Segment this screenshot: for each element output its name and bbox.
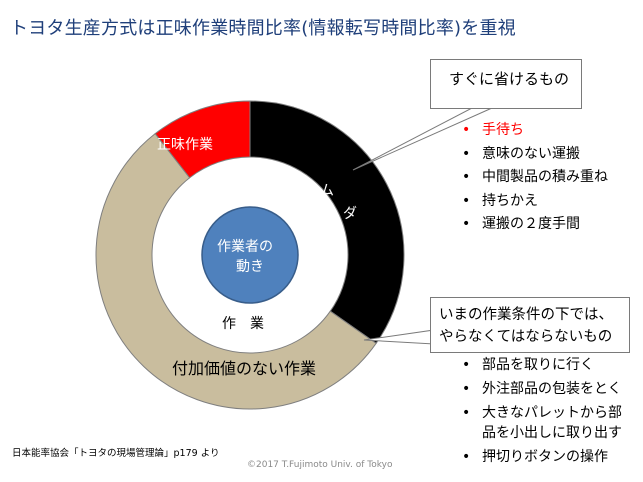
list-item: 大きなパレットから部 品を小出しに取り出す bbox=[456, 403, 622, 443]
list-item: 運搬の２度手間 bbox=[456, 214, 608, 238]
callout-waste-box: すぐに省けるもの bbox=[430, 59, 582, 109]
callout-waste-title: すぐに省けるもの bbox=[449, 70, 570, 88]
work-label: 作 業 bbox=[222, 316, 264, 332]
list-item: 意味のない運搬 bbox=[456, 144, 608, 168]
waste-list: 手待ち 意味のない運搬 中間製品の積み重ね 持ちかえ 運搬の２度手間 bbox=[456, 120, 608, 238]
list-item: 押切りボタンの操作 bbox=[456, 447, 622, 467]
callout-nonvalue-title-line2: やらなくてはならないもの bbox=[439, 329, 613, 345]
list-item: 外注部品の包装をとく bbox=[456, 379, 622, 399]
muda-label-1: ム bbox=[320, 183, 334, 199]
source-citation: 日本能率協会「トヨタの現場管理論」p179 より bbox=[12, 448, 220, 459]
list-item: 中間製品の積み重ね bbox=[456, 167, 608, 191]
slide-title: トヨタ生産方式は正味作業時間比率(情報転写時間比率)を重視 bbox=[10, 18, 516, 39]
worker-motion-circle bbox=[201, 206, 299, 304]
muda-label-2: ダ bbox=[343, 206, 357, 222]
nonvalue-list: 部品を取りに行く 外注部品の包装をとく 大きなパレットから部 品を小出しに取り出… bbox=[456, 355, 622, 471]
worker-motion-label-line2: 動き bbox=[236, 259, 264, 275]
list-item-line2: 品を小出しに取り出す bbox=[482, 425, 622, 441]
copyright-notice: ©2017 T.Fujimoto Univ. of Tokyo bbox=[247, 460, 393, 470]
muda-segment bbox=[249, 100, 405, 345]
ring-segments bbox=[95, 100, 405, 410]
callout-nonvalue-title-line1: いまの作業条件の下では、 bbox=[439, 307, 613, 323]
list-item: 部品を取りに行く bbox=[456, 355, 622, 375]
net-work-segment bbox=[154, 100, 251, 179]
worker-motion-label-line1: 作業者の bbox=[217, 239, 273, 255]
non-value-work-label: 付加価値のない作業 bbox=[172, 359, 317, 378]
list-item: 手待ち bbox=[456, 120, 608, 144]
list-item: 持ちかえ bbox=[456, 191, 608, 215]
net-work-label: 正味作業 bbox=[157, 137, 213, 153]
list-item-line1: 大きなパレットから部 bbox=[482, 405, 622, 421]
callout-nonvalue-box: いまの作業条件の下では、 やらなくてはならないもの bbox=[430, 297, 630, 353]
non-value-work-segment bbox=[95, 132, 377, 410]
